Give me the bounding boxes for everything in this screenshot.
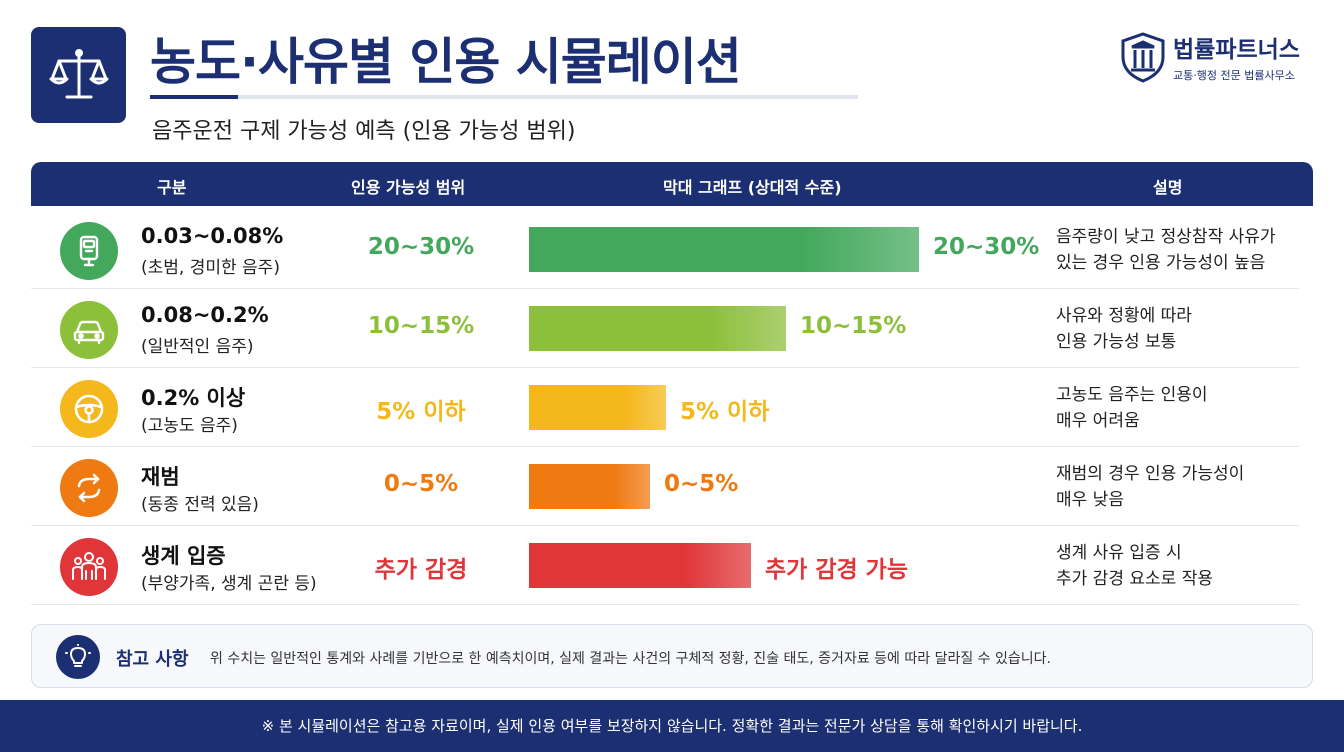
row-description-line: 인용 가능성 보통 bbox=[1056, 332, 1177, 352]
column-header-description: 설명 bbox=[1153, 178, 1183, 197]
row-bar-label: 추가 감경 가능 bbox=[765, 557, 908, 583]
row-bar bbox=[529, 464, 650, 509]
row-range: 5% 이하 bbox=[376, 399, 466, 425]
row-icon-badge bbox=[60, 222, 118, 280]
row-category: 재범 bbox=[141, 465, 180, 489]
row-category: 0.2% 이상 bbox=[141, 386, 246, 410]
row-range: 20~30% bbox=[367, 234, 475, 260]
steering-wheel-icon bbox=[74, 394, 104, 424]
table-row: 0.08~0.2% (일반적인 음주) 10~15% 10~15% 사유와 정황… bbox=[31, 289, 1299, 368]
row-description-line: 있는 경우 인용 가능성이 높음 bbox=[1056, 253, 1266, 273]
row-category: 생계 입증 bbox=[141, 544, 226, 568]
row-category-sub: (초범, 경미한 음주) bbox=[141, 258, 280, 278]
row-category-sub: (고농도 음주) bbox=[141, 416, 238, 436]
row-bar-label: 10~15% bbox=[800, 313, 907, 339]
row-description: 고농도 음주는 인용이 매우 어려움 bbox=[1056, 382, 1208, 434]
row-range: 10~15% bbox=[367, 313, 475, 339]
row-category-sub: (동종 전력 있음) bbox=[141, 495, 259, 515]
row-range: 추가 감경 bbox=[374, 557, 468, 583]
table-row: 0.03~0.08% (초범, 경미한 음주) 20~30% 20~30% 음주… bbox=[31, 210, 1299, 289]
row-icon-badge bbox=[60, 538, 118, 596]
row-description: 생계 사유 입증 시 추가 감경 요소로 작용 bbox=[1056, 540, 1213, 592]
row-category: 0.08~0.2% bbox=[141, 303, 269, 327]
row-icon-badge bbox=[60, 459, 118, 517]
logo-badge bbox=[31, 27, 126, 123]
row-bar bbox=[529, 385, 666, 430]
column-header-bar-graph: 막대 그래프 (상대적 수준) bbox=[663, 178, 842, 197]
repeat-icon bbox=[77, 473, 101, 503]
row-range: 0~5% bbox=[383, 471, 459, 497]
row-description-line: 고농도 음주는 인용이 bbox=[1056, 385, 1208, 405]
family-icon bbox=[72, 552, 106, 580]
brand-name: 법률파트너스 bbox=[1173, 37, 1300, 63]
row-category: 0.03~0.08% bbox=[141, 224, 284, 248]
row-description-line: 매우 낮음 bbox=[1056, 490, 1124, 510]
row-description-line: 재범의 경우 인용 가능성이 bbox=[1056, 464, 1245, 484]
scales-icon bbox=[49, 49, 108, 99]
table-row: 0.2% 이상 (고농도 음주) 5% 이하 5% 이하 고농도 음주는 인용이… bbox=[31, 368, 1299, 447]
page-title: 농도·사유별 인용 시뮬레이션 bbox=[150, 33, 742, 91]
note-title: 참고 사항 bbox=[116, 649, 189, 670]
row-category-sub: (부양가족, 생계 곤란 등) bbox=[141, 574, 317, 594]
row-description-line: 추가 감경 요소로 작용 bbox=[1056, 569, 1213, 589]
row-icon-badge bbox=[60, 301, 118, 359]
breathalyzer-icon bbox=[79, 235, 99, 267]
note-box: 참고 사항 위 수치는 일반적인 통계와 사례를 기반으로 한 예측치이며, 실… bbox=[31, 624, 1313, 688]
row-description-line: 생계 사유 입증 시 bbox=[1056, 543, 1182, 563]
table-header: 구분 인용 가능성 범위 막대 그래프 (상대적 수준) 설명 bbox=[31, 162, 1313, 206]
brand-logo: 법률파트너스 교통·행정 전문 법률사무소 bbox=[1119, 30, 1300, 83]
note-icon-badge bbox=[56, 635, 100, 679]
car-icon bbox=[73, 320, 105, 345]
row-category-sub: (일반적인 음주) bbox=[141, 337, 254, 357]
note-text: 위 수치는 일반적인 통계와 사례를 기반으로 한 예측치이며, 실제 결과는 … bbox=[210, 651, 1051, 667]
brand-tagline: 교통·행정 전문 법률사무소 bbox=[1173, 69, 1295, 82]
title-underline bbox=[150, 95, 858, 99]
row-bar-label: 0~5% bbox=[664, 471, 739, 497]
row-description: 재범의 경우 인용 가능성이 매우 낮음 bbox=[1056, 461, 1244, 513]
table-row: 생계 입증 (부양가족, 생계 곤란 등) 추가 감경 추가 감경 가능 생계 … bbox=[31, 526, 1299, 605]
row-bar-label: 20~30% bbox=[933, 234, 1040, 260]
row-bar-label: 5% 이하 bbox=[680, 399, 770, 425]
row-bar bbox=[529, 543, 751, 588]
row-icon-badge bbox=[60, 380, 118, 438]
row-description-line: 매우 어려움 bbox=[1056, 411, 1140, 431]
row-bar bbox=[529, 306, 786, 351]
footer-disclaimer: ※ 본 시뮬레이션은 참고용 자료이며, 실제 인용 여부를 보장하지 않습니다… bbox=[0, 700, 1344, 752]
pillar-shield-icon bbox=[1121, 31, 1165, 83]
row-description: 음주량이 낮고 정상참작 사유가 있는 경우 인용 가능성이 높음 bbox=[1056, 224, 1276, 276]
column-header-category: 구분 bbox=[157, 178, 187, 197]
page-subtitle: 음주운전 구제 가능성 예측 (인용 가능성 범위) bbox=[152, 119, 576, 144]
table-row: 재범 (동종 전력 있음) 0~5% 0~5% 재범의 경우 인용 가능성이 매… bbox=[31, 447, 1299, 526]
column-header-range: 인용 가능성 범위 bbox=[351, 178, 466, 197]
row-description-line: 음주량이 낮고 정상참작 사유가 bbox=[1056, 227, 1276, 247]
row-description-line: 사유와 정황에 따라 bbox=[1056, 306, 1192, 326]
row-description: 사유와 정황에 따라 인용 가능성 보통 bbox=[1056, 303, 1192, 355]
lightbulb-icon bbox=[65, 644, 91, 667]
row-bar bbox=[529, 227, 919, 272]
